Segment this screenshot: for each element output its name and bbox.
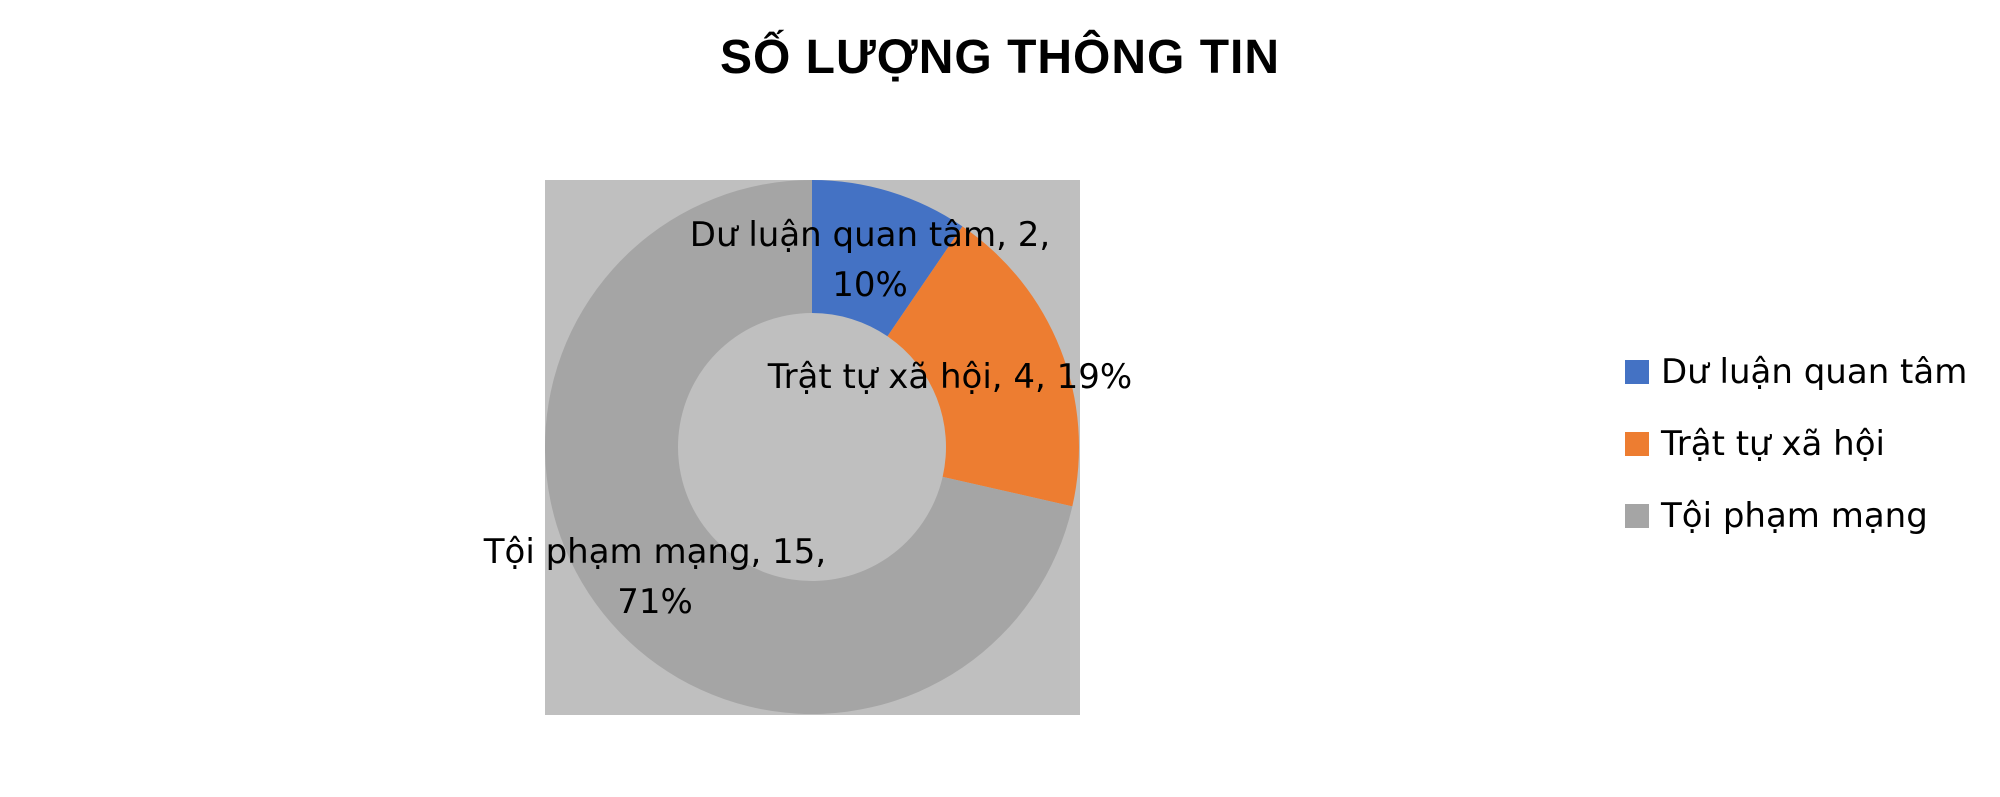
data-label-0-line-1: 10% [832, 265, 908, 305]
slice-1 [887, 226, 1079, 507]
legend-item-du-luan: Dư luận quan tâm [1625, 352, 1967, 392]
data-labels-group: Dư luận quan tâm, 2, 10% Trật tự xã hội, 4… [483, 215, 1132, 622]
data-label-1: Trật tự xã hội, 4, 19% [767, 357, 1132, 397]
legend-swatch-du-luan [1625, 360, 1649, 384]
legend-swatch-trat-tu [1625, 432, 1649, 456]
data-label-2-line-1: 71% [617, 582, 693, 622]
legend-label-du-luan: Dư luận quan tâm [1661, 352, 1968, 392]
chart-title: SỐ LƯỢNG THÔNG TIN [719, 31, 1281, 84]
data-label-2: Tội phạm mạng, 15, 71% [483, 532, 827, 622]
data-label-2-line-0: Tội phạm mạng, 15, [483, 532, 827, 572]
legend-item-trat-tu: Trật tự xã hội [1625, 424, 1967, 464]
slice-0 [812, 180, 963, 337]
legend-swatch-toi-pham [1625, 504, 1649, 528]
data-label-0: Dư luận quan tâm, 2, 10% [690, 215, 1050, 305]
data-label-1-line-0: Trật tự xã hội, 4, 19% [767, 357, 1132, 397]
legend-label-trat-tu: Trật tự xã hội [1661, 424, 1885, 464]
slices-group [545, 180, 1079, 714]
legend-label-toi-pham: Tội phạm mạng [1661, 496, 1928, 536]
slice-2 [545, 180, 1073, 714]
legend-item-toi-pham: Tội phạm mạng [1625, 496, 1967, 536]
data-label-0-line-0: Dư luận quan tâm, 2, [690, 215, 1050, 255]
legend: Dư luận quan tâm Trật tự xã hội Tội phạm… [1625, 352, 1967, 568]
